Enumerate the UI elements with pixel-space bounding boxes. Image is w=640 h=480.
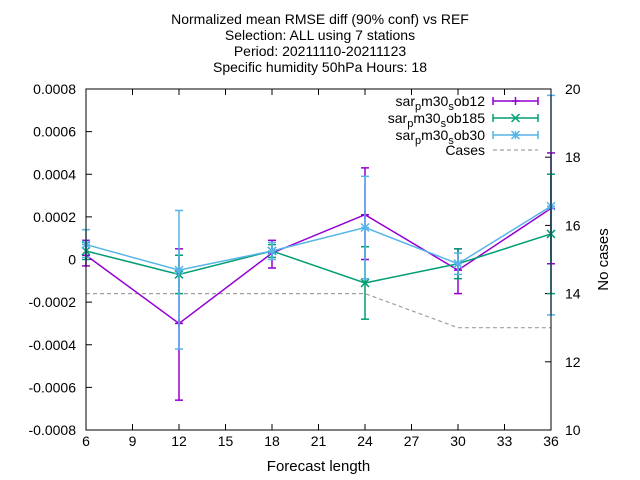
- y-tick-label: 0.0008: [33, 81, 76, 97]
- plot-frame: [85, 88, 552, 431]
- y-tick-label: -0.0004: [29, 337, 77, 353]
- y2-tick-label: 10: [565, 422, 581, 438]
- data-point: [267, 246, 277, 256]
- legend-label-2: sarpm30sob185: [388, 110, 485, 130]
- legend-symbol-1: [492, 97, 539, 105]
- y2-tick-label: 12: [565, 354, 581, 370]
- x-tick-label: 27: [404, 433, 420, 449]
- y-tick-label: 0.0004: [33, 166, 76, 182]
- y2-tick-label: 14: [565, 286, 581, 302]
- y2-tick-label: 16: [565, 217, 581, 233]
- series-line-cases: [86, 293, 551, 329]
- x-tick-label: 24: [357, 433, 373, 449]
- y-tick-label: 0.0002: [33, 209, 76, 225]
- legend-symbol-3: [492, 130, 539, 140]
- legend-symbol-2: [492, 113, 539, 123]
- x-tick-label: 33: [497, 433, 513, 449]
- series-line: [85, 205, 552, 271]
- data-point: [453, 259, 463, 269]
- x-tick-label: 36: [543, 433, 559, 449]
- x-tick-label: 6: [82, 433, 90, 449]
- series-1: [82, 152, 555, 401]
- x-tick-label: 21: [311, 433, 327, 449]
- title-line-3: Period: 20211110-20211123: [233, 43, 407, 59]
- legend-label-1: sarpm30sob12: [396, 93, 486, 113]
- series-2: [81, 173, 556, 320]
- y2-tick-label: 20: [565, 81, 581, 97]
- right-axis-label: No cases: [595, 228, 612, 291]
- x-tick-label: 30: [450, 433, 466, 449]
- x-tick-label: 18: [264, 433, 280, 449]
- x-tick-label: 12: [171, 433, 187, 449]
- y2-tick-label: 18: [565, 149, 581, 165]
- error-bar: [175, 209, 183, 350]
- title-line-1: Normalized mean RMSE diff (90% conf) vs …: [171, 11, 469, 27]
- y-tick-label: 0.0006: [33, 124, 76, 140]
- series-line: [85, 233, 552, 284]
- legend-label-cases: Cases: [445, 142, 485, 158]
- y-tick-label: -0.0006: [29, 379, 77, 395]
- data-point: [360, 278, 370, 288]
- legend-label-3: sarpm30sob30: [396, 127, 486, 147]
- y-tick-label: -0.0002: [29, 294, 77, 310]
- x-axis-label: Forecast length: [267, 458, 370, 475]
- series-line: [85, 207, 552, 325]
- y-tick-label: -0.0008: [29, 422, 77, 438]
- data-point: [360, 223, 370, 233]
- x-tick-label: 9: [129, 433, 137, 449]
- title-line-4: Specific humidity 50hPa Hours: 18: [213, 59, 427, 75]
- y-tick-label: 0: [68, 252, 76, 268]
- x-tick-label: 15: [218, 433, 234, 449]
- data-point: [174, 265, 184, 275]
- title-line-2: Selection: ALL using 7 stations: [224, 27, 416, 43]
